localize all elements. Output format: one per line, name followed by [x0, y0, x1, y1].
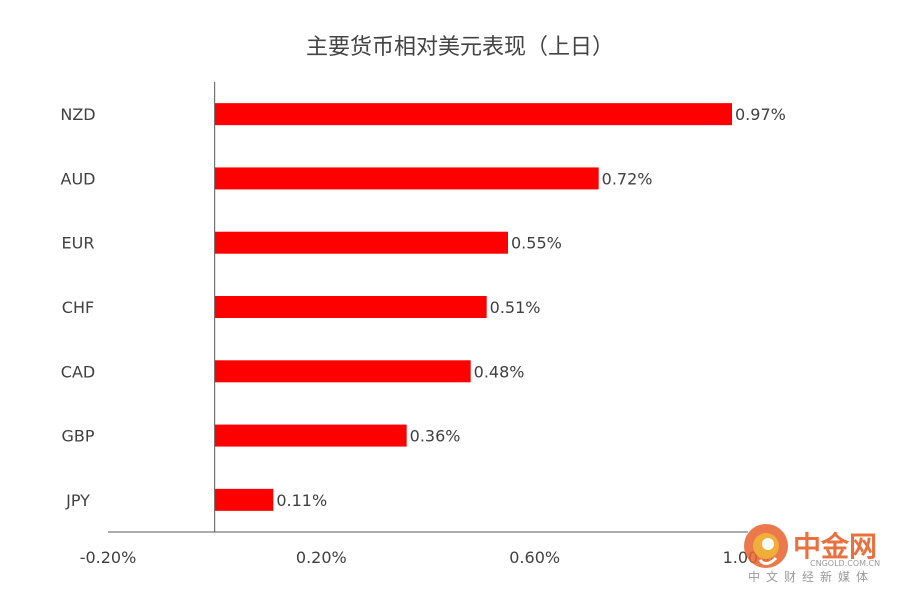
x-tick-labels: -0.20%0.20%0.60%1.00%: [80, 548, 774, 567]
bar-cad: [214, 360, 471, 383]
data-label-jpy: 0.11%: [276, 491, 327, 510]
bar-chf: [214, 296, 487, 318]
bar-gbp: [214, 424, 407, 447]
bar-aud: [214, 167, 599, 190]
bar-nzd: [214, 103, 732, 126]
data-label-gbp: 0.36%: [410, 427, 461, 446]
category-label-aud: AUD: [61, 169, 96, 188]
bar-eur: [214, 231, 508, 254]
x-tick-label: 0.20%: [296, 548, 347, 567]
chart-title: 主要货币相对美元表现（上日）: [306, 35, 614, 60]
bars-layer: NZD 0.97% AUD 0.72% EUR 0.55% CHF 0.51% CAD 0.48%…: [60, 103, 786, 511]
category-label-chf: CHF: [62, 298, 94, 317]
watermark-name: 中金网: [793, 530, 877, 563]
data-label-aud: 0.72%: [602, 169, 653, 188]
data-label-nzd: 0.97%: [735, 105, 786, 124]
x-tick-label: -0.20%: [80, 548, 137, 567]
category-label-cad: CAD: [61, 362, 95, 381]
watermark: 中金网 CNGOLD.COM.CN 中文财经新媒体: [744, 524, 880, 584]
watermark-url: CNGOLD.COM.CN: [810, 559, 880, 568]
x-tick-label: 0.60%: [509, 548, 560, 567]
watermark-tagline: 中文财经新媒体: [748, 569, 874, 584]
category-label-nzd: NZD: [60, 105, 95, 124]
data-label-cad: 0.48%: [474, 362, 525, 381]
category-label-eur: EUR: [62, 234, 95, 253]
data-label-eur: 0.55%: [511, 234, 562, 253]
cngold-logo-icon: [744, 524, 788, 568]
category-label-gbp: GBP: [61, 427, 94, 446]
bar-jpy: [214, 488, 274, 511]
category-label-jpy: JPY: [65, 491, 90, 510]
data-label-chf: 0.51%: [490, 298, 541, 317]
